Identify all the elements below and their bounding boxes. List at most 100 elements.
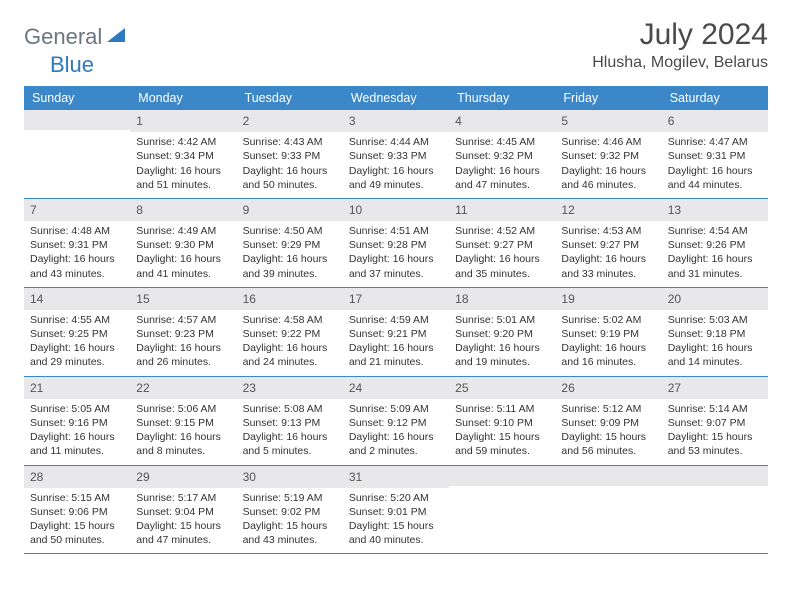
day-cell: 13Sunrise: 4:54 AMSunset: 9:26 PMDayligh… [662,199,768,287]
day-line: Sunset: 9:33 PM [243,149,337,163]
day-content: Sunrise: 4:44 AMSunset: 9:33 PMDaylight:… [343,132,449,198]
day-cell: 21Sunrise: 5:05 AMSunset: 9:16 PMDayligh… [24,377,130,465]
day-line: Daylight: 16 hours [668,164,762,178]
day-number: 1 [130,110,236,132]
day-content: Sunrise: 4:43 AMSunset: 9:33 PMDaylight:… [237,132,343,198]
day-line: Sunset: 9:31 PM [30,238,124,252]
day-line: Sunrise: 4:55 AM [30,313,124,327]
day-number: 18 [449,288,555,310]
day-number: 27 [662,377,768,399]
day-line: and 26 minutes. [136,355,230,369]
day-line: Sunrise: 4:49 AM [136,224,230,238]
day-cell [662,466,768,554]
day-line: Sunset: 9:10 PM [455,416,549,430]
day-line: Sunset: 9:27 PM [561,238,655,252]
logo-triangle-icon [107,28,125,47]
day-line: Sunrise: 4:46 AM [561,135,655,149]
week-row: 14Sunrise: 4:55 AMSunset: 9:25 PMDayligh… [24,288,768,377]
logo: General [24,18,127,50]
day-line: Sunset: 9:16 PM [30,416,124,430]
day-line: and 11 minutes. [30,444,124,458]
day-line: and 50 minutes. [30,533,124,547]
day-number: 22 [130,377,236,399]
day-line: Sunset: 9:01 PM [349,505,443,519]
day-line: Daylight: 16 hours [136,164,230,178]
day-line: Sunrise: 5:11 AM [455,402,549,416]
day-line: Sunrise: 5:08 AM [243,402,337,416]
day-content: Sunrise: 4:54 AMSunset: 9:26 PMDaylight:… [662,221,768,287]
day-line: Daylight: 16 hours [349,341,443,355]
day-line: Sunrise: 4:50 AM [243,224,337,238]
day-line: Sunset: 9:13 PM [243,416,337,430]
day-cell: 19Sunrise: 5:02 AMSunset: 9:19 PMDayligh… [555,288,661,376]
day-line: Sunset: 9:15 PM [136,416,230,430]
calendar: SundayMondayTuesdayWednesdayThursdayFrid… [24,86,768,554]
day-number: 29 [130,466,236,488]
day-number: 16 [237,288,343,310]
day-number: 26 [555,377,661,399]
day-line: Sunrise: 4:47 AM [668,135,762,149]
day-line: and 56 minutes. [561,444,655,458]
day-number: 5 [555,110,661,132]
day-content: Sunrise: 4:51 AMSunset: 9:28 PMDaylight:… [343,221,449,287]
day-content: Sunrise: 4:42 AMSunset: 9:34 PMDaylight:… [130,132,236,198]
day-number: 2 [237,110,343,132]
day-number: 17 [343,288,449,310]
day-number: 20 [662,288,768,310]
day-cell: 31Sunrise: 5:20 AMSunset: 9:01 PMDayligh… [343,466,449,554]
day-line: Sunrise: 5:09 AM [349,402,443,416]
day-content: Sunrise: 5:01 AMSunset: 9:20 PMDaylight:… [449,310,555,376]
day-number: 28 [24,466,130,488]
day-line: Sunrise: 5:03 AM [668,313,762,327]
day-line: Daylight: 16 hours [349,252,443,266]
day-line: and 43 minutes. [243,533,337,547]
day-content: Sunrise: 4:53 AMSunset: 9:27 PMDaylight:… [555,221,661,287]
day-number: 10 [343,199,449,221]
day-cell: 20Sunrise: 5:03 AMSunset: 9:18 PMDayligh… [662,288,768,376]
day-cell: 9Sunrise: 4:50 AMSunset: 9:29 PMDaylight… [237,199,343,287]
day-number: 3 [343,110,449,132]
day-line: Sunrise: 5:06 AM [136,402,230,416]
day-line: and 40 minutes. [349,533,443,547]
day-line: and 44 minutes. [668,178,762,192]
day-cell: 10Sunrise: 4:51 AMSunset: 9:28 PMDayligh… [343,199,449,287]
day-line: Daylight: 16 hours [30,252,124,266]
day-content: Sunrise: 5:11 AMSunset: 9:10 PMDaylight:… [449,399,555,465]
day-cell [555,466,661,554]
day-number: 13 [662,199,768,221]
day-header-cell: Wednesday [343,86,449,110]
day-content: Sunrise: 4:52 AMSunset: 9:27 PMDaylight:… [449,221,555,287]
day-content: Sunrise: 5:03 AMSunset: 9:18 PMDaylight:… [662,310,768,376]
day-line: Sunrise: 4:58 AM [243,313,337,327]
day-line: Sunrise: 4:45 AM [455,135,549,149]
day-line: Sunset: 9:22 PM [243,327,337,341]
day-cell: 3Sunrise: 4:44 AMSunset: 9:33 PMDaylight… [343,110,449,198]
day-line: Sunset: 9:02 PM [243,505,337,519]
day-line: and 35 minutes. [455,267,549,281]
day-line: Sunset: 9:23 PM [136,327,230,341]
day-line: Daylight: 16 hours [30,430,124,444]
day-line: Daylight: 16 hours [30,341,124,355]
day-line: Sunset: 9:29 PM [243,238,337,252]
day-line: Sunset: 9:12 PM [349,416,443,430]
day-number: 23 [237,377,343,399]
day-line: and 51 minutes. [136,178,230,192]
day-line: and 2 minutes. [349,444,443,458]
day-content: Sunrise: 4:59 AMSunset: 9:21 PMDaylight:… [343,310,449,376]
day-cell: 8Sunrise: 4:49 AMSunset: 9:30 PMDaylight… [130,199,236,287]
day-number [24,110,130,130]
day-number: 31 [343,466,449,488]
day-line: and 14 minutes. [668,355,762,369]
day-line: Sunset: 9:20 PM [455,327,549,341]
day-cell [449,466,555,554]
day-number [662,466,768,486]
day-line: Daylight: 15 hours [349,519,443,533]
day-line: Sunrise: 5:12 AM [561,402,655,416]
day-line: and 41 minutes. [136,267,230,281]
day-line: Daylight: 15 hours [136,519,230,533]
day-line: Daylight: 16 hours [243,164,337,178]
day-line: Daylight: 16 hours [455,252,549,266]
day-line: Sunset: 9:18 PM [668,327,762,341]
day-line: Sunset: 9:07 PM [668,416,762,430]
day-line: Daylight: 16 hours [243,252,337,266]
